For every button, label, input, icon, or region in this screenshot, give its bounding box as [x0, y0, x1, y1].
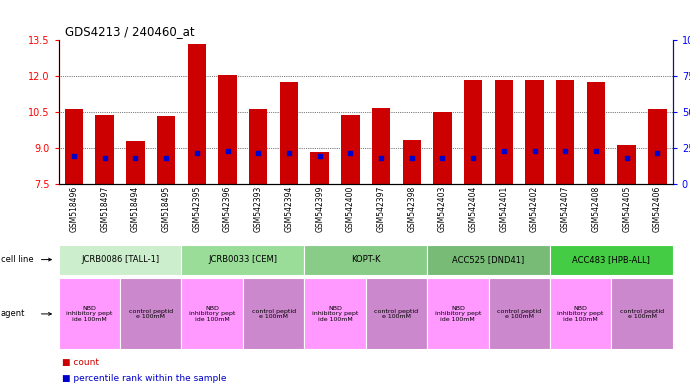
Text: ACC525 [DND41]: ACC525 [DND41]	[453, 255, 524, 264]
Text: KOPT-K: KOPT-K	[351, 255, 380, 264]
Text: NBD
inhibitory pept
ide 100mM: NBD inhibitory pept ide 100mM	[66, 306, 112, 322]
Bar	[188, 44, 206, 184]
Text: cell line: cell line	[1, 255, 33, 264]
Bar	[341, 115, 359, 184]
Text: JCRB0086 [TALL-1]: JCRB0086 [TALL-1]	[81, 255, 159, 264]
Bar	[402, 140, 421, 184]
Text: NBD
inhibitory pept
ide 100mM: NBD inhibitory pept ide 100mM	[189, 306, 235, 322]
Text: JCRB0033 [CEM]: JCRB0033 [CEM]	[208, 255, 277, 264]
Bar	[218, 75, 237, 184]
Bar	[586, 82, 605, 184]
Bar	[372, 108, 391, 184]
Text: agent: agent	[1, 310, 25, 318]
Text: control peptid
e 100mM: control peptid e 100mM	[375, 308, 418, 319]
Text: control peptid
e 100mM: control peptid e 100mM	[620, 308, 664, 319]
Bar	[249, 109, 268, 184]
Text: NBD
inhibitory pept
ide 100mM: NBD inhibitory pept ide 100mM	[558, 306, 604, 322]
Bar	[433, 112, 452, 184]
Text: control peptid
e 100mM: control peptid e 100mM	[129, 308, 172, 319]
Bar	[556, 80, 575, 184]
Bar	[648, 109, 667, 184]
Bar	[95, 115, 114, 184]
Text: GDS4213 / 240460_at: GDS4213 / 240460_at	[65, 25, 195, 38]
Bar	[464, 80, 482, 184]
Text: ■ percentile rank within the sample: ■ percentile rank within the sample	[62, 374, 226, 383]
Bar	[126, 141, 145, 184]
Bar	[310, 152, 329, 184]
Text: control peptid
e 100mM: control peptid e 100mM	[252, 308, 295, 319]
Bar	[618, 145, 636, 184]
Bar	[495, 80, 513, 184]
Bar	[525, 80, 544, 184]
Text: NBD
inhibitory pept
ide 100mM: NBD inhibitory pept ide 100mM	[312, 306, 358, 322]
Bar	[65, 109, 83, 184]
Bar	[157, 116, 175, 184]
Text: control peptid
e 100mM: control peptid e 100mM	[497, 308, 541, 319]
Bar	[279, 82, 298, 184]
Text: ■ count: ■ count	[62, 358, 99, 367]
Text: NBD
inhibitory pept
ide 100mM: NBD inhibitory pept ide 100mM	[435, 306, 481, 322]
Text: ACC483 [HPB-ALL]: ACC483 [HPB-ALL]	[573, 255, 650, 264]
